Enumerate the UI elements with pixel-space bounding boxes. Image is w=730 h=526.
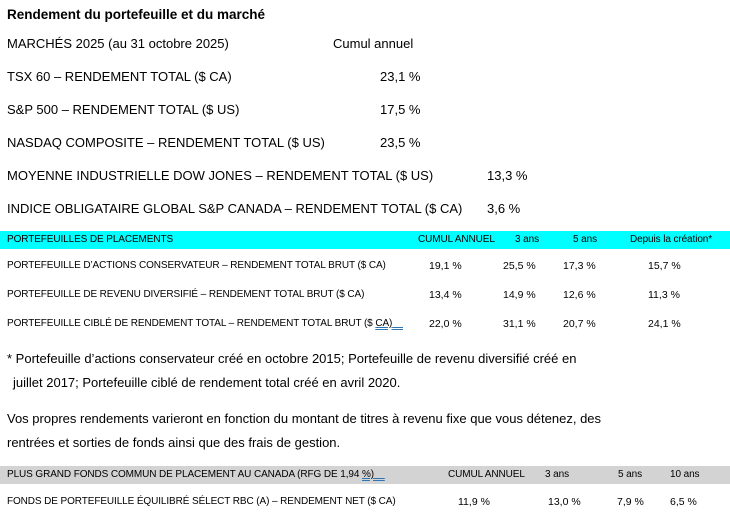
page-title: Rendement du portefeuille et du marché (7, 7, 266, 22)
portfolios-header-band: PORTEFEUILLES DE PLACEMENTS CUMUL ANNUEL… (0, 231, 730, 249)
portfolio-value: 22,0 % (429, 318, 462, 330)
fund-header-band: PLUS GRAND FONDS COMMUN DE PLACEMENT AU … (0, 466, 730, 484)
portfolios-col-creation: Depuis la création* (630, 234, 713, 245)
market-row-label: MOYENNE INDUSTRIELLE DOW JONES – RENDEME… (7, 168, 434, 183)
portfolios-col-cumul: CUMUL ANNUEL (418, 234, 495, 245)
market-row-label: NASDAQ COMPOSITE – RENDEMENT TOTAL ($ US… (7, 135, 325, 150)
fund-col-cumul: CUMUL ANNUEL (448, 469, 525, 480)
fund-row-label: FONDS DE PORTEFEUILLE ÉQUILIBRÉ SÉLECT R… (7, 496, 396, 507)
portfolio-row-label-prefix: PORTEFEUILLE CIBLÉ DE RENDEMENT TOTAL – … (7, 318, 376, 329)
portfolio-value: 20,7 % (563, 318, 596, 330)
fund-value: 6,5 % (670, 496, 697, 508)
market-row-value: 3,6 % (487, 201, 521, 216)
portfolio-value: 14,9 % (503, 289, 536, 301)
portfolio-value: 17,3 % (563, 260, 596, 272)
portfolio-value: 12,6 % (563, 289, 596, 301)
portfolios-header-label: PORTEFEUILLES DE PLACEMENTS (7, 234, 174, 245)
grammar-underline-extension (392, 318, 403, 329)
markets-title: MARCHÉS 2025 (au 31 octobre 2025) (7, 36, 229, 51)
portfolio-value: 19,1 % (429, 260, 462, 272)
fund-value: 7,9 % (617, 496, 644, 508)
portfolio-value: 31,1 % (503, 318, 536, 330)
portfolios-col-3ans: 3 ans (515, 234, 539, 245)
grammar-underline-extension (374, 469, 385, 480)
market-row-value: 13,3 % (487, 168, 528, 183)
market-row-label: S&P 500 – RENDEMENT TOTAL ($ US) (7, 102, 240, 117)
footnote-text: * Portefeuille d’actions conservateur cr… (7, 351, 577, 366)
market-row-label: INDICE OBLIGATAIRE GLOBAL S&P CANADA – R… (7, 201, 463, 216)
portfolios-col-5ans: 5 ans (573, 234, 597, 245)
market-row-label: TSX 60 – RENDEMENT TOTAL ($ CA) (7, 69, 232, 84)
grammar-underline-text: CA) (375, 318, 393, 329)
portfolio-value: 13,4 % (429, 289, 462, 301)
market-row-value: 23,1 % (380, 69, 421, 84)
market-row-value: 17,5 % (380, 102, 421, 117)
disclaimer-text: rentrées et sorties de fonds ainsi que d… (7, 435, 341, 450)
portfolio-value: 15,7 % (648, 260, 681, 272)
fund-col-3ans: 3 ans (545, 469, 569, 480)
portfolio-value: 11,3 % (648, 289, 680, 301)
fund-value: 13,0 % (548, 496, 581, 508)
portfolio-row-label: PORTEFEUILLE DE REVENU DIVERSIFIÉ – REND… (7, 289, 365, 300)
portfolio-row-label: PORTEFEUILLE D’ACTIONS CONSERVATEUR – RE… (7, 260, 386, 271)
fund-header-prefix: PLUS GRAND FONDS COMMUN DE PLACEMENT AU … (7, 469, 362, 480)
market-row-value: 23,5 % (380, 135, 421, 150)
grammar-underline-text: %) (362, 469, 375, 480)
fund-value: 11,9 % (458, 496, 490, 508)
fund-header-label: PLUS GRAND FONDS COMMUN DE PLACEMENT AU … (7, 466, 385, 484)
footnote-text: juillet 2017; Portefeuille ciblé de rend… (13, 375, 401, 390)
fund-col-5ans: 5 ans (618, 469, 642, 480)
fund-col-10ans: 10 ans (670, 469, 700, 480)
disclaimer-text: Vos propres rendements varieront en fonc… (7, 411, 602, 426)
portfolio-value: 24,1 % (648, 318, 681, 330)
portfolio-value: 25,5 % (503, 260, 536, 272)
portfolio-row-label: PORTEFEUILLE CIBLÉ DE RENDEMENT TOTAL – … (7, 317, 403, 331)
markets-column-header: Cumul annuel (333, 36, 414, 51)
